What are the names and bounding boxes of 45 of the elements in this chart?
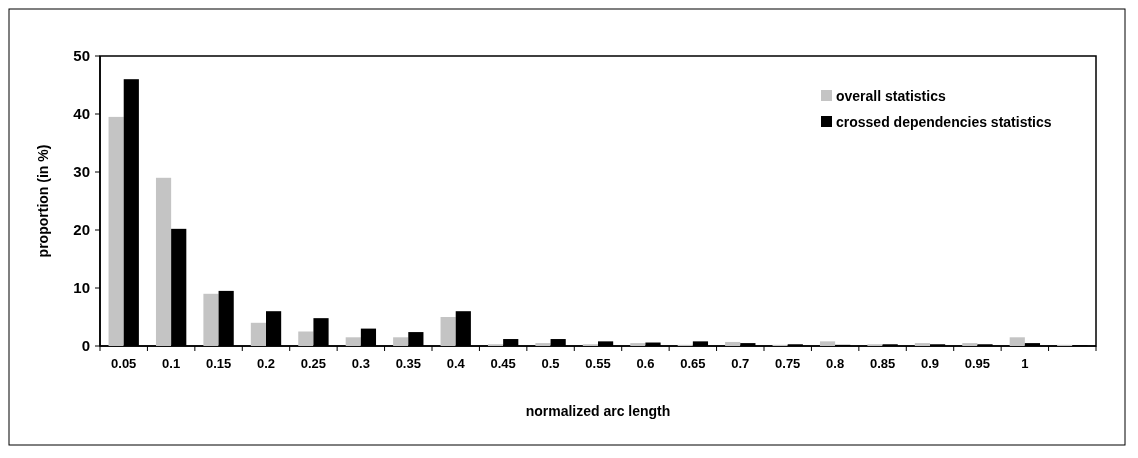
bar [298,331,314,346]
x-tick-label: 0.45 [490,356,516,371]
bar [345,337,361,346]
x-tick-label: 1 [1021,356,1029,371]
bar [440,317,456,346]
x-tick-label: 0.6 [636,356,655,371]
x-tick-label: 0.8 [826,356,845,371]
x-tick-label: 0.5 [541,356,560,371]
x-tick-label: 0.15 [205,356,232,371]
x-tick-label: 0.55 [585,356,611,371]
y-tick-label: 40 [73,105,90,123]
bar [250,322,266,346]
x-tick-label: 0.4 [446,356,466,371]
x-tick-label: 0.65 [680,356,706,371]
x-tick-label: 0.2 [256,356,276,371]
x-tick-label: 0.3 [351,356,370,371]
x-axis-title: normalized arc length [525,403,671,419]
x-tick-label: 0.05 [111,356,137,371]
bar [819,341,836,346]
bar [914,343,930,346]
bar [725,341,741,346]
bar [203,293,219,346]
y-tick-label: 10 [73,279,90,297]
x-tick-label: 0.95 [964,356,991,371]
legend-label: crossed dependencies statistics [836,113,1052,130]
x-tick-label: 0.35 [395,356,421,371]
bar [630,343,646,346]
x-tick-label: 0.7 [731,356,750,371]
legend-label: overall statistics [836,87,946,104]
y-tick-label: 50 [73,47,90,65]
bar [393,337,409,346]
bar [108,116,124,346]
y-tick-label: 30 [73,163,90,181]
x-tick-label: 0.25 [300,356,327,371]
bar [962,343,978,346]
y-tick-label: 0 [81,337,90,355]
x-tick-label: 0.85 [869,356,896,371]
bar [155,177,172,346]
x-tick-label: 0.9 [920,356,940,371]
bar [535,343,551,346]
y-tick-label: 20 [73,221,90,239]
y-axis-title: proportion (in %) [35,144,51,258]
x-tick-label: 0.75 [775,356,801,371]
bar [1009,337,1025,346]
x-tick-label: 0.1 [162,356,181,371]
